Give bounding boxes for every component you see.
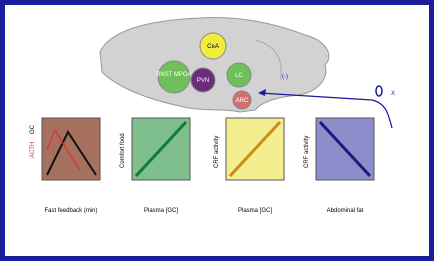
x-label: Plasma [GC] bbox=[144, 208, 178, 214]
x-label: Abdominal fat bbox=[327, 208, 364, 214]
y-label: CRF activity bbox=[304, 136, 310, 168]
x-label: Plasma [GC] bbox=[238, 208, 272, 214]
region-label: PVN bbox=[197, 78, 209, 84]
y-label: GC bbox=[30, 124, 36, 134]
y-label: Comfort food bbox=[120, 133, 126, 168]
y-label: CRF activity bbox=[214, 136, 220, 168]
region-label: CeA bbox=[207, 44, 219, 50]
y-label: ACTH bbox=[30, 142, 36, 158]
region-label: LC bbox=[235, 73, 243, 79]
inhibition-label: (-) bbox=[282, 74, 288, 80]
region-label: ARC bbox=[236, 98, 249, 104]
block-label: X bbox=[391, 91, 395, 97]
panel-plot bbox=[42, 118, 100, 180]
x-label: Fast feedback (min) bbox=[44, 208, 97, 214]
figure: CeA BNST MPOA PVN LC ARC (-) X ACTH GC F… bbox=[0, 0, 434, 261]
region-label: BNST MPOA bbox=[156, 72, 191, 78]
